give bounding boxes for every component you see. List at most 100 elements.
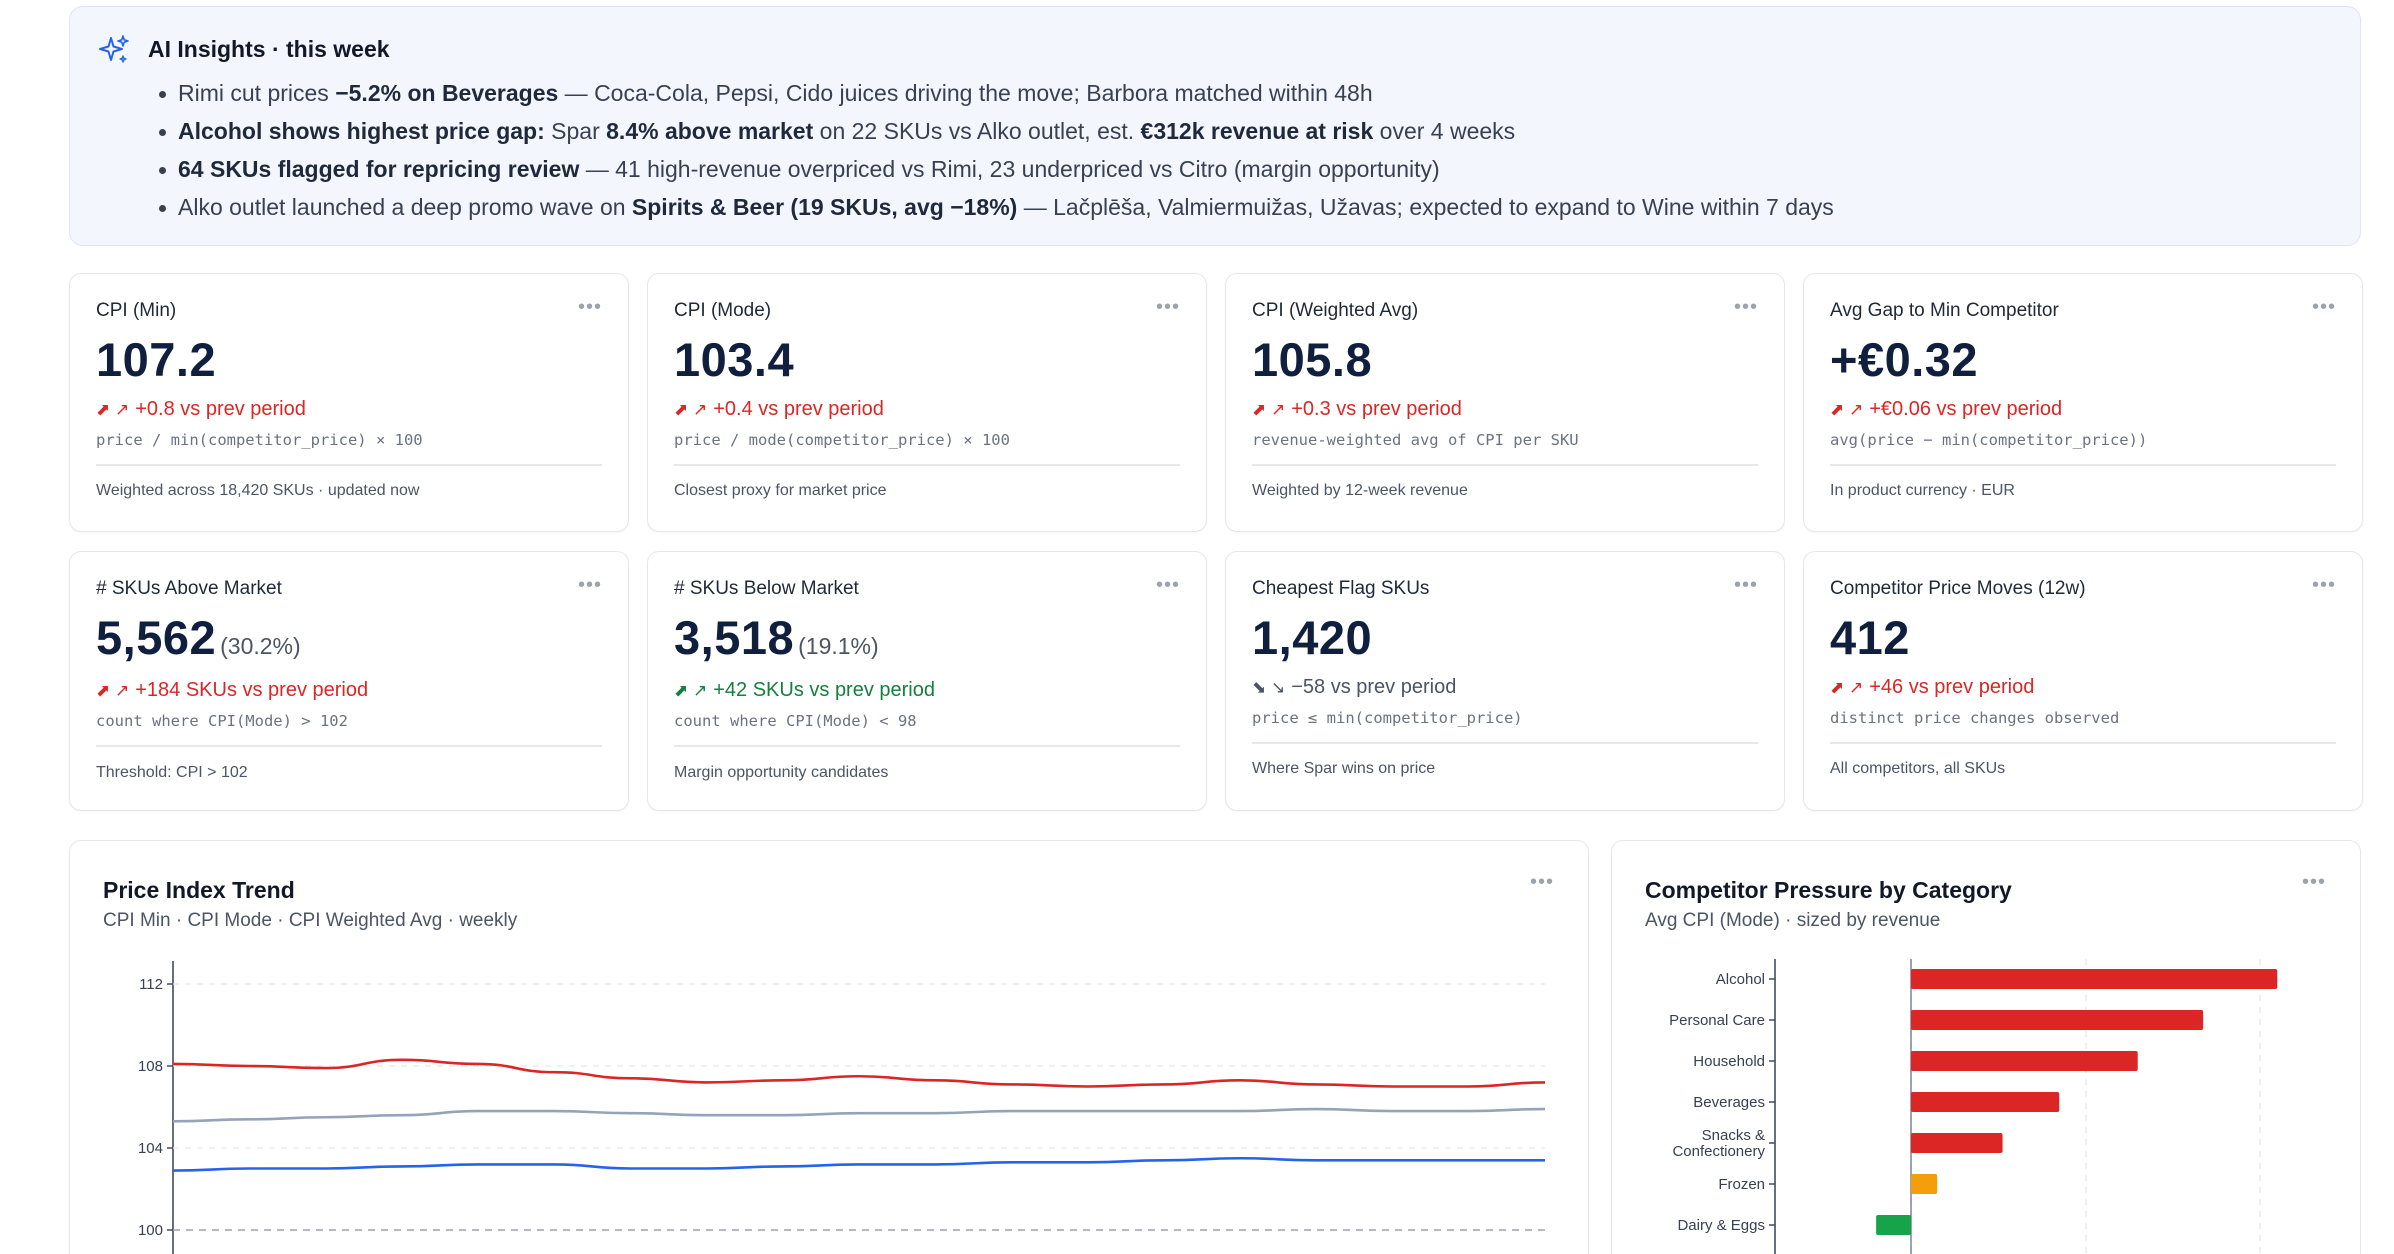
more-options-icon[interactable]: ••• [2311, 296, 2336, 318]
kpi-delta: ⬈ ↗ +0.4 vs prev period [674, 398, 884, 421]
kpi-value-number: 3,518 [674, 611, 795, 664]
category-bar [1911, 1133, 2003, 1153]
trend-down-icon: ⬊ ↘ [1252, 678, 1286, 697]
kpi-formula: count where CPI(Mode) < 98 [674, 712, 917, 730]
competitor-pressure-panel: Competitor Pressure by Category Avg CPI … [1611, 840, 2361, 1254]
more-options-icon[interactable]: ••• [1155, 296, 1180, 318]
series-line [172, 1058, 1546, 1088]
category-label: Beverages [1693, 1094, 1765, 1111]
kpi-delta: ⬈ ↗ +€0.06 vs prev period [1830, 398, 2062, 421]
kpi-delta: ⬊ ↘ −58 vs prev period [1252, 676, 1456, 699]
trend-up-icon: ⬈ ↗ [674, 400, 708, 419]
trend-up-icon: ⬈ ↗ [1830, 400, 1864, 419]
insight-text: — Lačplēša, Valmiermuižas, Užavas; expec… [1017, 194, 1834, 220]
kpi-card: Cheapest Flag SKUs ••• 1,420 ⬊ ↘ −58 vs prev… [1225, 551, 1785, 811]
panel-title: Price Index Trend [103, 877, 295, 903]
kpi-delta: ⬈ ↗ +46 vs prev period [1830, 676, 2034, 699]
kpi-label: CPI (Weighted Avg) [1252, 300, 1419, 321]
kpi-value: 107.2 [96, 332, 216, 387]
insight-text: — 41 high-revenue overpriced vs Rimi, 23… [579, 156, 1440, 182]
insight-highlight: Spirits & Beer (19 SKUs, avg −18%) [631, 194, 1018, 220]
kpi-divider [96, 464, 602, 466]
kpi-value: 3,518 (19.1%) [674, 610, 879, 665]
insights-list: Rimi cut prices −5.2% on Beverages — Coc… [159, 74, 1834, 226]
y-tick-label: 112 [139, 976, 163, 993]
kpi-value-number: 103.4 [674, 333, 795, 386]
kpi-value: 103.4 [674, 332, 794, 387]
kpi-card: Avg Gap to Min Competitor ••• +€0.32 ⬈ ↗ +€0… [1803, 273, 2363, 532]
more-options-icon[interactable]: ••• [1155, 574, 1180, 596]
insight-item: Alcohol shows highest price gap: Spar 8.… [159, 112, 1834, 150]
competitor-pressure-chart: Alcohol Personal Care Household Beverages Sn… [1669, 959, 2278, 1254]
more-options-icon[interactable]: ••• [1733, 574, 1758, 596]
insight-item: Alko outlet launched a deep promo wave o… [159, 188, 1834, 226]
kpi-formula: distinct price changes observed [1830, 709, 2120, 727]
kpi-formula: count where CPI(Mode) > 102 [96, 712, 348, 730]
insight-highlight: Alcohol shows highest price gap: [178, 118, 545, 144]
kpi-delta-text: +0.3 vs prev period [1291, 398, 1462, 420]
category-label: Snacks & [1702, 1127, 1765, 1144]
kpi-label: CPI (Min) [96, 300, 177, 321]
kpi-footer: Weighted across 18,420 SKUs · updated no… [96, 482, 420, 499]
kpi-formula: revenue-weighted avg of CPI per SKU [1252, 431, 1579, 449]
kpi-value: 5,562 (30.2%) [96, 610, 301, 665]
more-options-icon[interactable]: ••• [577, 296, 602, 318]
category-label: Frozen [1718, 1176, 1765, 1193]
category-bar [1911, 1051, 2138, 1071]
kpi-value-percent: (30.2%) [220, 633, 301, 659]
kpi-delta: ⬈ ↗ +42 SKUs vs prev period [674, 679, 935, 702]
kpi-footer: Where Spar wins on price [1252, 760, 1436, 777]
kpi-delta-text: +0.8 vs prev period [135, 398, 306, 420]
kpi-formula: price / min(competitor_price) × 100 [96, 431, 423, 449]
trend-up-icon: ⬈ ↗ [1830, 678, 1864, 697]
kpi-value: 1,420 [1252, 610, 1372, 665]
kpi-delta-text: +0.4 vs prev period [713, 398, 884, 420]
kpi-divider [1252, 464, 1758, 466]
kpi-value-number: 1,420 [1252, 611, 1373, 664]
kpi-label: Cheapest Flag SKUs [1252, 578, 1430, 599]
kpi-formula: price / mode(competitor_price) × 100 [674, 431, 1010, 449]
more-options-icon[interactable]: ••• [2311, 574, 2336, 596]
price-index-trend-panel: Price Index Trend CPI Min · CPI Mode · C… [69, 840, 1589, 1254]
category-label: Confectionery [1672, 1143, 1765, 1160]
kpi-delta: ⬈ ↗ +0.3 vs prev period [1252, 398, 1462, 421]
more-options-icon[interactable]: ••• [1529, 871, 1554, 893]
category-label: Household [1693, 1053, 1765, 1070]
kpi-delta-text: +42 SKUs vs prev period [713, 679, 935, 701]
kpi-card: # SKUs Below Market ••• 3,518 (19.1%) ⬈ ↗ +42… [647, 551, 1207, 811]
kpi-value: +€0.32 [1830, 332, 1978, 387]
insight-highlight: 8.4% above market [606, 118, 814, 144]
ai-insights-panel: AI Insights · this week Rimi cut prices … [69, 6, 2361, 246]
kpi-divider [674, 745, 1180, 747]
price-index-trend-chart: 100 104 108 112 [138, 961, 1546, 1254]
panel-title: Competitor Pressure by Category [1645, 877, 2012, 903]
more-options-icon[interactable]: ••• [577, 574, 602, 596]
category-bar [1911, 1010, 2204, 1030]
kpi-card: CPI (Weighted Avg) ••• 105.8 ⬈ ↗ +0.3 vs pre… [1225, 273, 1785, 532]
kpi-value-number: 107.2 [96, 333, 217, 386]
insight-highlight: €312k revenue at risk [1140, 118, 1374, 144]
kpi-label: Competitor Price Moves (12w) [1830, 578, 2086, 599]
kpi-label: # SKUs Above Market [96, 578, 282, 599]
kpi-formula: avg(price − min(competitor_price)) [1830, 431, 2148, 449]
kpi-divider [1252, 742, 1758, 744]
more-options-icon[interactable]: ••• [1733, 296, 1758, 318]
more-options-icon[interactable]: ••• [2301, 871, 2326, 893]
kpi-label: # SKUs Below Market [674, 578, 859, 599]
kpi-delta-text: +184 SKUs vs prev period [135, 679, 369, 701]
kpi-footer: In product currency · EUR [1830, 482, 2015, 499]
insight-text: Spar [544, 118, 607, 144]
kpi-footer: Threshold: CPI > 102 [96, 764, 248, 781]
category-bar [1911, 1174, 1938, 1194]
kpi-label: Avg Gap to Min Competitor [1830, 300, 2059, 321]
kpi-divider [96, 745, 602, 747]
kpi-footer: Closest proxy for market price [674, 482, 887, 499]
sparkles-icon [99, 35, 129, 63]
insight-text: over 4 weeks [1373, 118, 1516, 144]
y-tick-label: 104 [138, 1140, 163, 1157]
insight-highlight: 64 SKUs flagged for repricing review [178, 156, 580, 182]
panel-subtitle: Avg CPI (Mode) · sized by revenue [1645, 910, 1941, 931]
kpi-divider [1830, 742, 2336, 744]
kpi-value-percent: (19.1%) [798, 633, 879, 659]
y-tick-label: 108 [138, 1058, 163, 1075]
